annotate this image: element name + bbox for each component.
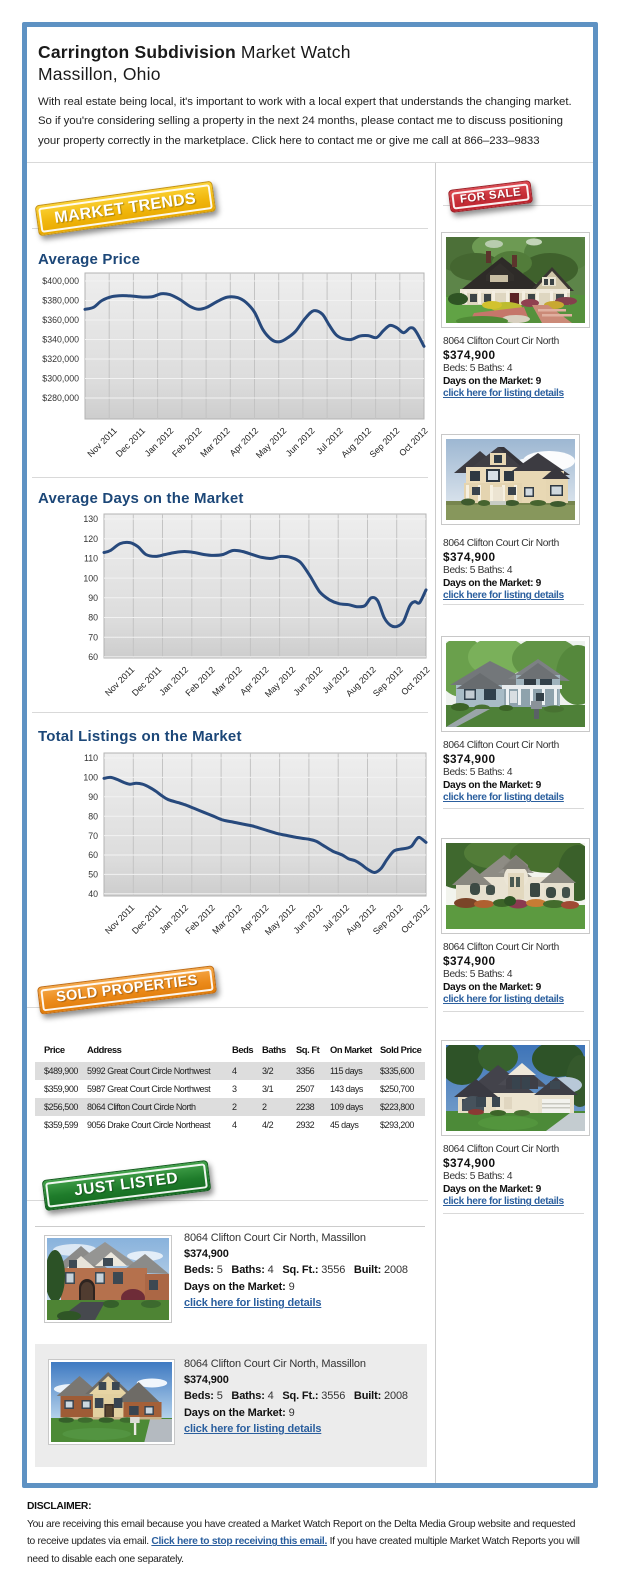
svg-text:110: 110 xyxy=(84,753,98,763)
svg-text:60: 60 xyxy=(88,652,98,662)
svg-text:$380,000: $380,000 xyxy=(42,296,79,306)
svg-text:Oct 2012: Oct 2012 xyxy=(397,426,430,459)
svg-text:90: 90 xyxy=(88,593,98,603)
svg-text:60: 60 xyxy=(88,850,98,860)
svg-text:50: 50 xyxy=(88,870,98,880)
svg-text:Jun 2012: Jun 2012 xyxy=(291,665,324,698)
svg-text:Nov 2011: Nov 2011 xyxy=(85,426,119,460)
svg-text:Dec 2011: Dec 2011 xyxy=(114,426,148,460)
svg-text:Dec 2011: Dec 2011 xyxy=(130,665,164,699)
svg-text:100: 100 xyxy=(83,573,98,583)
svg-text:Dec 2011: Dec 2011 xyxy=(130,903,164,937)
svg-text:110: 110 xyxy=(84,554,98,564)
svg-text:70: 70 xyxy=(88,632,98,642)
svg-text:$340,000: $340,000 xyxy=(42,335,79,345)
svg-text:Mar 2012: Mar 2012 xyxy=(198,426,232,460)
svg-text:$360,000: $360,000 xyxy=(42,315,79,325)
svg-text:$300,000: $300,000 xyxy=(42,374,79,384)
svg-text:Sep 2012: Sep 2012 xyxy=(371,903,405,937)
svg-text:Sep 2012: Sep 2012 xyxy=(371,665,405,699)
svg-text:Jun 2012: Jun 2012 xyxy=(291,903,324,936)
svg-text:Sep 2012: Sep 2012 xyxy=(368,426,402,460)
svg-text:Feb 2012: Feb 2012 xyxy=(170,426,204,460)
svg-text:80: 80 xyxy=(88,811,98,821)
svg-text:100: 100 xyxy=(83,773,98,783)
svg-text:$280,000: $280,000 xyxy=(42,393,79,403)
svg-text:$400,000: $400,000 xyxy=(42,276,79,286)
svg-text:90: 90 xyxy=(88,792,98,802)
svg-text:$320,000: $320,000 xyxy=(42,354,79,364)
svg-text:70: 70 xyxy=(88,831,98,841)
svg-text:May 2012: May 2012 xyxy=(254,426,289,461)
svg-text:130: 130 xyxy=(83,514,98,524)
svg-text:Mar 2012: Mar 2012 xyxy=(210,665,244,699)
svg-text:120: 120 xyxy=(83,534,98,544)
svg-text:Mar 2012: Mar 2012 xyxy=(210,903,244,937)
svg-text:80: 80 xyxy=(88,613,98,623)
svg-text:Oct 2012: Oct 2012 xyxy=(399,665,430,698)
svg-text:Oct 2012: Oct 2012 xyxy=(399,903,430,936)
svg-text:40: 40 xyxy=(88,889,98,899)
svg-text:Jun 2012: Jun 2012 xyxy=(284,426,317,459)
